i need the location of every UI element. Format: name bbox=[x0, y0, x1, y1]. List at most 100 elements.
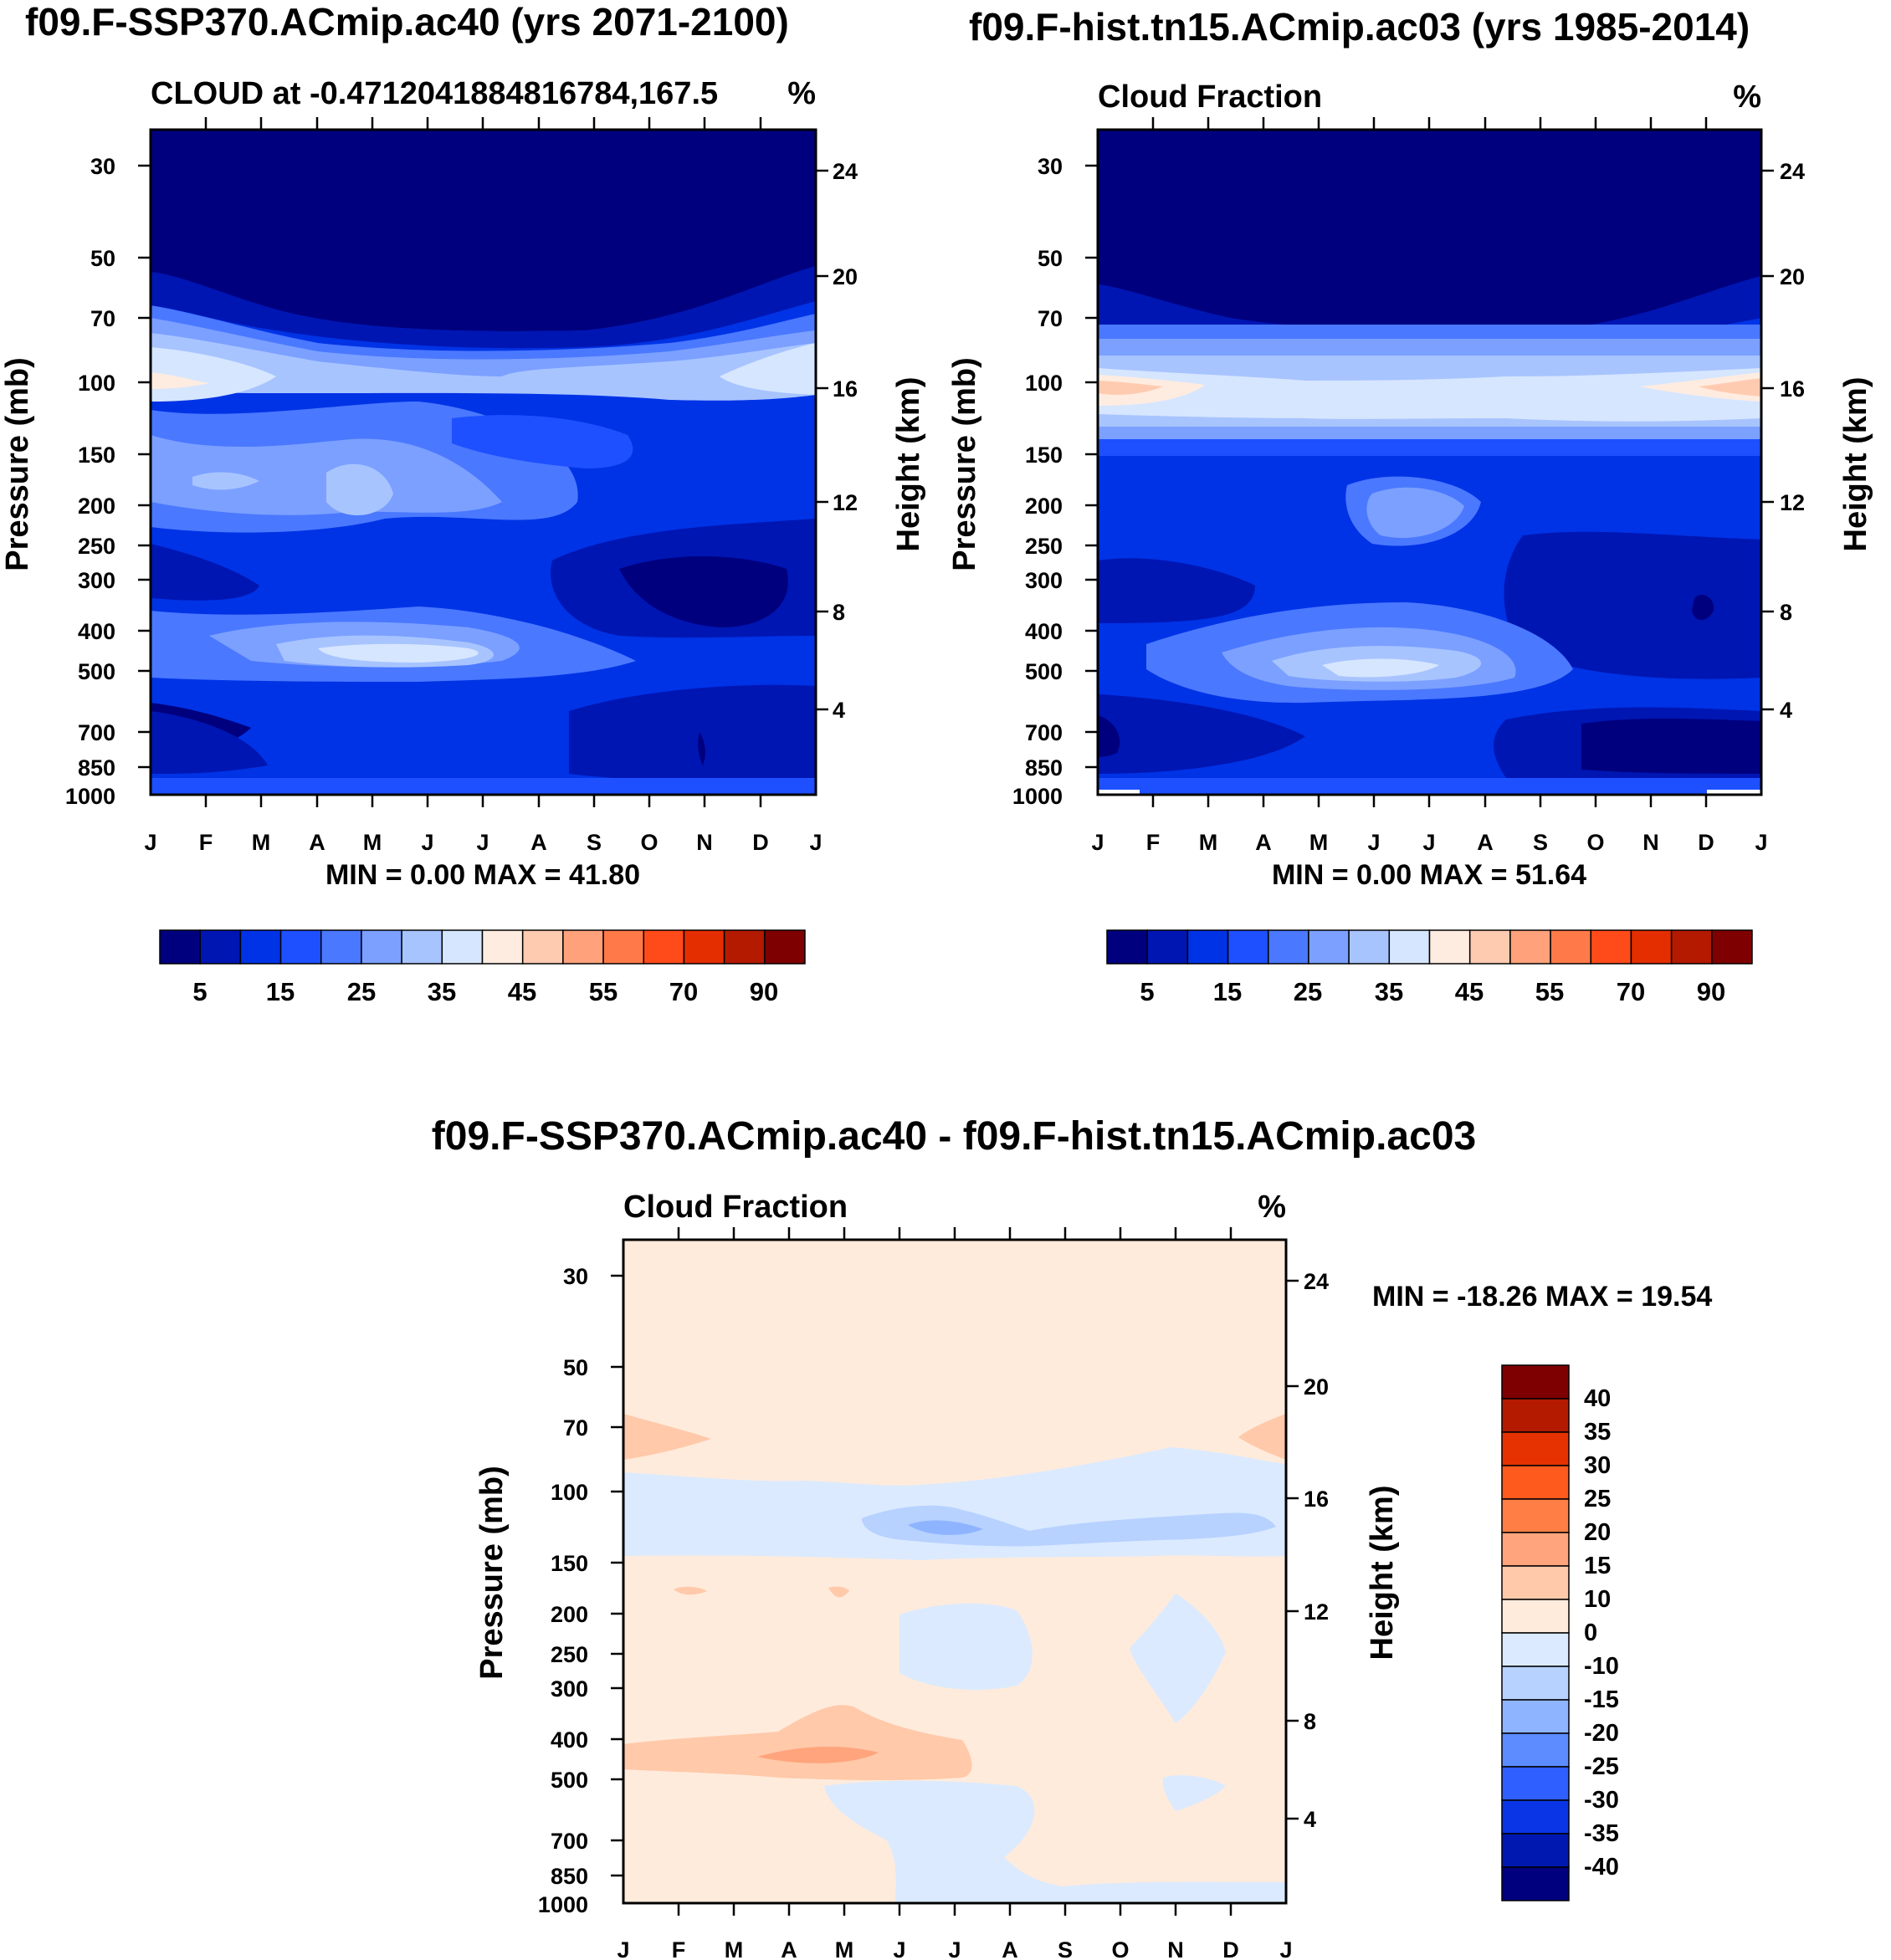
diff-month: M bbox=[725, 1937, 744, 1960]
diff-minmax: MIN = -18.26 MAX = 19.54 bbox=[1372, 1281, 1712, 1313]
right-ptick: 700 bbox=[1025, 720, 1063, 745]
right-ptick: 150 bbox=[1025, 443, 1063, 468]
left-ptick: 500 bbox=[78, 659, 115, 684]
right-month: S bbox=[1533, 830, 1548, 855]
right-cb-label: 25 bbox=[1294, 977, 1322, 1006]
diff-month: J bbox=[948, 1937, 961, 1960]
diff-cb-label: 35 bbox=[1584, 1419, 1611, 1446]
left-contour-field bbox=[151, 130, 816, 795]
colorbar-swatch bbox=[1501, 1532, 1570, 1567]
diff-cb-label: -25 bbox=[1584, 1753, 1619, 1780]
left-yaxis-height: 24 20 16 12 8 4 bbox=[816, 159, 858, 723]
diff-htick: 8 bbox=[1304, 1709, 1316, 1734]
colorbar-swatch bbox=[1501, 1398, 1570, 1433]
right-ptick: 850 bbox=[1025, 755, 1063, 780]
colorbar-swatch bbox=[1468, 929, 1511, 965]
left-subtitle: CLOUD at -0.4712041884816784,167.5 bbox=[151, 76, 718, 111]
left-title: f09.F-SSP370.ACmip.ac40 (yrs 2071-2100) bbox=[25, 0, 789, 43]
left-cb-label: 35 bbox=[428, 977, 456, 1006]
left-panel: f09.F-SSP370.ACmip.ac40 (yrs 2071-2100) … bbox=[0, 0, 926, 1006]
colorbar-swatch bbox=[1550, 929, 1591, 965]
colorbar-swatch bbox=[159, 929, 201, 965]
right-cb-label: 5 bbox=[1140, 977, 1154, 1006]
left-htick: 8 bbox=[833, 600, 845, 625]
colorbar-swatch bbox=[1501, 1833, 1570, 1868]
left-ptick: 30 bbox=[90, 154, 115, 179]
left-ptick: 250 bbox=[78, 534, 115, 559]
right-colorbar bbox=[1106, 929, 1753, 965]
colorbar-swatch bbox=[199, 929, 242, 965]
colorbar-swatch bbox=[1268, 929, 1309, 965]
right-htick: 8 bbox=[1780, 600, 1792, 625]
right-y2label: Height (km) bbox=[1838, 377, 1873, 552]
diff-month: M bbox=[835, 1937, 854, 1960]
diff-ptick: 500 bbox=[551, 1768, 588, 1793]
colorbar-swatch bbox=[1630, 929, 1673, 965]
diff-title: f09.F-SSP370.ACmip.ac40 - f09.F-hist.tn1… bbox=[432, 1114, 1476, 1159]
diff-panel: f09.F-SSP370.ACmip.ac40 - f09.F-hist.tn1… bbox=[432, 1114, 1713, 1960]
diff-htick: 20 bbox=[1304, 1374, 1329, 1400]
colorbar-swatch bbox=[1509, 929, 1551, 965]
colorbar-swatch bbox=[239, 929, 282, 965]
colorbar-swatch bbox=[764, 929, 806, 965]
right-month: J bbox=[1422, 830, 1435, 855]
diff-htick: 24 bbox=[1304, 1269, 1329, 1294]
diff-cb-label: 10 bbox=[1584, 1586, 1611, 1613]
right-month: A bbox=[1477, 830, 1494, 855]
left-htick: 20 bbox=[833, 264, 858, 289]
right-ptick: 70 bbox=[1038, 306, 1063, 331]
left-cb-label: 25 bbox=[347, 977, 376, 1006]
diff-cb-label: -40 bbox=[1584, 1854, 1619, 1881]
right-ptick: 100 bbox=[1025, 371, 1063, 396]
right-cb-label: 70 bbox=[1617, 977, 1645, 1006]
right-htick: 4 bbox=[1780, 698, 1792, 723]
right-cb-label: 35 bbox=[1375, 977, 1403, 1006]
diff-ylabel: Pressure (mb) bbox=[474, 1466, 510, 1680]
right-cb-label: 45 bbox=[1455, 977, 1484, 1006]
colorbar-swatch bbox=[1501, 1431, 1570, 1466]
diff-ptick: 50 bbox=[563, 1355, 588, 1380]
colorbar-swatch bbox=[1501, 1766, 1570, 1801]
right-month: F bbox=[1146, 830, 1161, 855]
colorbar-swatch bbox=[723, 929, 766, 965]
left-ptick: 700 bbox=[78, 720, 115, 745]
right-contour-field bbox=[1098, 130, 1761, 795]
left-month: N bbox=[696, 830, 713, 855]
colorbar-swatch bbox=[1227, 929, 1269, 965]
colorbar-swatch bbox=[1308, 929, 1350, 965]
diff-month: S bbox=[1058, 1937, 1073, 1960]
diff-htick: 12 bbox=[1304, 1599, 1329, 1625]
right-xaxis: J F M A M J J A S O N D J bbox=[1091, 117, 1768, 855]
colorbar-swatch bbox=[1501, 1599, 1570, 1634]
colorbar-swatch bbox=[1501, 1732, 1570, 1768]
left-ptick: 50 bbox=[90, 246, 115, 271]
diff-y2label: Height (km) bbox=[1365, 1486, 1400, 1661]
colorbar-swatch bbox=[1428, 929, 1471, 965]
diff-ptick: 30 bbox=[563, 1264, 588, 1289]
left-month: A bbox=[530, 830, 547, 855]
right-cb-label: 90 bbox=[1697, 977, 1725, 1006]
right-month: J bbox=[1091, 830, 1104, 855]
left-month: M bbox=[252, 830, 271, 855]
colorbar-swatch bbox=[1106, 929, 1148, 965]
diff-month: O bbox=[1111, 1937, 1129, 1960]
diff-ptick: 300 bbox=[551, 1676, 588, 1702]
colorbar-swatch bbox=[1501, 1632, 1570, 1667]
right-title: f09.F-hist.tn15.ACmip.ac03 (yrs 1985-201… bbox=[969, 5, 1750, 49]
colorbar-swatch bbox=[1186, 929, 1229, 965]
colorbar-swatch bbox=[521, 929, 564, 965]
left-month: J bbox=[421, 830, 433, 855]
diff-contour-field bbox=[623, 1240, 1286, 1903]
left-month: S bbox=[587, 830, 602, 855]
left-ptick: 70 bbox=[90, 306, 115, 331]
colorbar-swatch bbox=[602, 929, 644, 965]
left-htick: 12 bbox=[833, 490, 858, 515]
right-minmax: MIN = 0.00 MAX = 51.64 bbox=[1272, 859, 1586, 891]
colorbar-swatch bbox=[643, 929, 685, 965]
diff-xaxis: J F M A M J J A S O N D J bbox=[617, 1227, 1293, 1960]
colorbar-swatch bbox=[320, 929, 362, 965]
diff-month: J bbox=[893, 1937, 905, 1960]
right-ptick: 1000 bbox=[1012, 784, 1063, 809]
right-panel: f09.F-hist.tn15.ACmip.ac03 (yrs 1985-201… bbox=[947, 5, 1873, 1006]
